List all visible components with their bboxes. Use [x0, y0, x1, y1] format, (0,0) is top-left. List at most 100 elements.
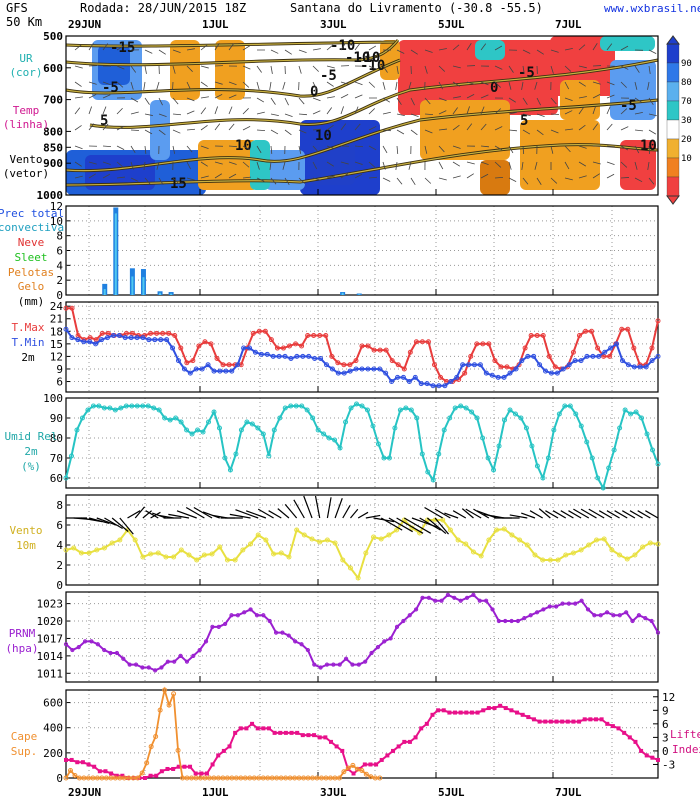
- prnm-point: [611, 613, 616, 618]
- date-label-bottom: 29JUN: [68, 786, 101, 799]
- lifted-index-point: [441, 708, 446, 713]
- wind-vector: [648, 145, 651, 155]
- wind-vector: [494, 161, 502, 168]
- wind-vector: [466, 173, 474, 179]
- y-tick-label: 60: [50, 472, 63, 485]
- tmin-point: [643, 364, 649, 370]
- rh-point: [293, 403, 299, 409]
- tmin-point: [418, 381, 424, 387]
- rh-point: [518, 415, 524, 421]
- tmax-point: [492, 358, 498, 364]
- tmin-point: [252, 349, 258, 355]
- tmin-point: [93, 341, 99, 347]
- y-tick-label: 12: [50, 200, 63, 213]
- wind-vector: [580, 508, 597, 519]
- wind-vector: [130, 145, 136, 154]
- rh-point: [74, 427, 80, 433]
- lifted-index-point: [80, 760, 85, 765]
- wind-vector: [284, 503, 298, 519]
- lifted-index-point: [300, 733, 305, 738]
- lifted-index-point: [475, 710, 480, 715]
- wind-vector: [326, 107, 333, 115]
- tmax-point: [365, 343, 371, 349]
- lifted-index-point: [261, 726, 266, 731]
- lifted-index-point: [216, 753, 221, 758]
- wind-point: [540, 557, 546, 563]
- wind-vector: [592, 43, 598, 51]
- wind-vector: [186, 145, 193, 153]
- rh-point: [304, 407, 310, 413]
- wind-vector: [134, 506, 146, 519]
- cape-point: [350, 762, 356, 768]
- wind-vector: [522, 49, 531, 54]
- wind-point: [217, 544, 223, 550]
- wind-vector: [229, 513, 251, 519]
- wind-point: [609, 547, 615, 553]
- tmin-point: [614, 341, 620, 347]
- wind-point: [117, 537, 123, 543]
- wind-vector: [130, 81, 134, 90]
- wind-vector: [480, 81, 489, 86]
- wind-vector: [545, 510, 559, 519]
- pressure-level-label: 500: [43, 30, 63, 43]
- wind-vector: [606, 145, 615, 148]
- date-label-top: 5JUL: [438, 18, 465, 31]
- y-tick-label: 2: [56, 274, 63, 287]
- wind-vector: [508, 111, 517, 115]
- tmin-point: [247, 345, 253, 351]
- contour-label: 0: [310, 84, 318, 100]
- precip-convective-bar: [131, 276, 134, 295]
- wind-vector: [74, 161, 82, 167]
- wind-vector: [74, 107, 81, 115]
- colorbar-tick: 70: [681, 97, 692, 107]
- resolution: 50 Km: [6, 15, 42, 29]
- prnm-point: [102, 647, 107, 653]
- rh-point: [573, 411, 579, 417]
- website-link[interactable]: www.wxbrasil.net: [604, 2, 700, 15]
- wind-vector: [480, 43, 487, 51]
- tmax-point: [317, 332, 323, 338]
- y-tick-label-right: 6: [662, 718, 669, 731]
- wind-vector: [564, 110, 573, 115]
- tmin-point: [448, 379, 454, 385]
- rh-point: [491, 467, 497, 473]
- colorbar-segment: [666, 119, 680, 140]
- wind-vector: [424, 65, 428, 74]
- wind-vector: [578, 65, 587, 69]
- tmax-point: [190, 358, 196, 364]
- precip-convective-bar: [358, 294, 361, 295]
- rh-point: [129, 403, 135, 409]
- wind-vector: [508, 97, 516, 103]
- wind-vector: [395, 81, 398, 90]
- precip-convective-bar: [103, 289, 106, 295]
- wind-vector: [354, 145, 364, 148]
- rh-point: [436, 451, 442, 457]
- tmax-point: [395, 362, 401, 368]
- tmin-point: [69, 335, 75, 341]
- colorbar-tick: 20: [681, 135, 692, 145]
- wind-vector: [242, 65, 251, 70]
- prnm-point: [140, 665, 145, 670]
- prnm-point: [343, 656, 349, 661]
- rh-point: [249, 421, 255, 427]
- label-convective: convectiva: [0, 221, 64, 234]
- wind-vector: [564, 97, 573, 101]
- label-2m: 2m: [21, 351, 35, 364]
- wind-vector: [438, 97, 447, 102]
- wind-vector: [168, 513, 190, 519]
- rh-point: [375, 441, 381, 447]
- wind-vector: [466, 81, 475, 85]
- tmax-point: [607, 353, 613, 359]
- wind-vector: [452, 65, 461, 69]
- date-label-bottom: 7JUL: [555, 786, 582, 799]
- rh-point: [567, 403, 573, 409]
- rh-point: [189, 431, 195, 437]
- wind-vector: [326, 65, 335, 69]
- lifted-index-point: [396, 744, 401, 749]
- prnm-point: [146, 665, 151, 670]
- wind-vector: [564, 65, 572, 72]
- wind-point: [324, 537, 330, 543]
- lifted-index-point: [509, 708, 514, 713]
- temperature-contour: [65, 39, 399, 66]
- wind-vector: [242, 81, 250, 88]
